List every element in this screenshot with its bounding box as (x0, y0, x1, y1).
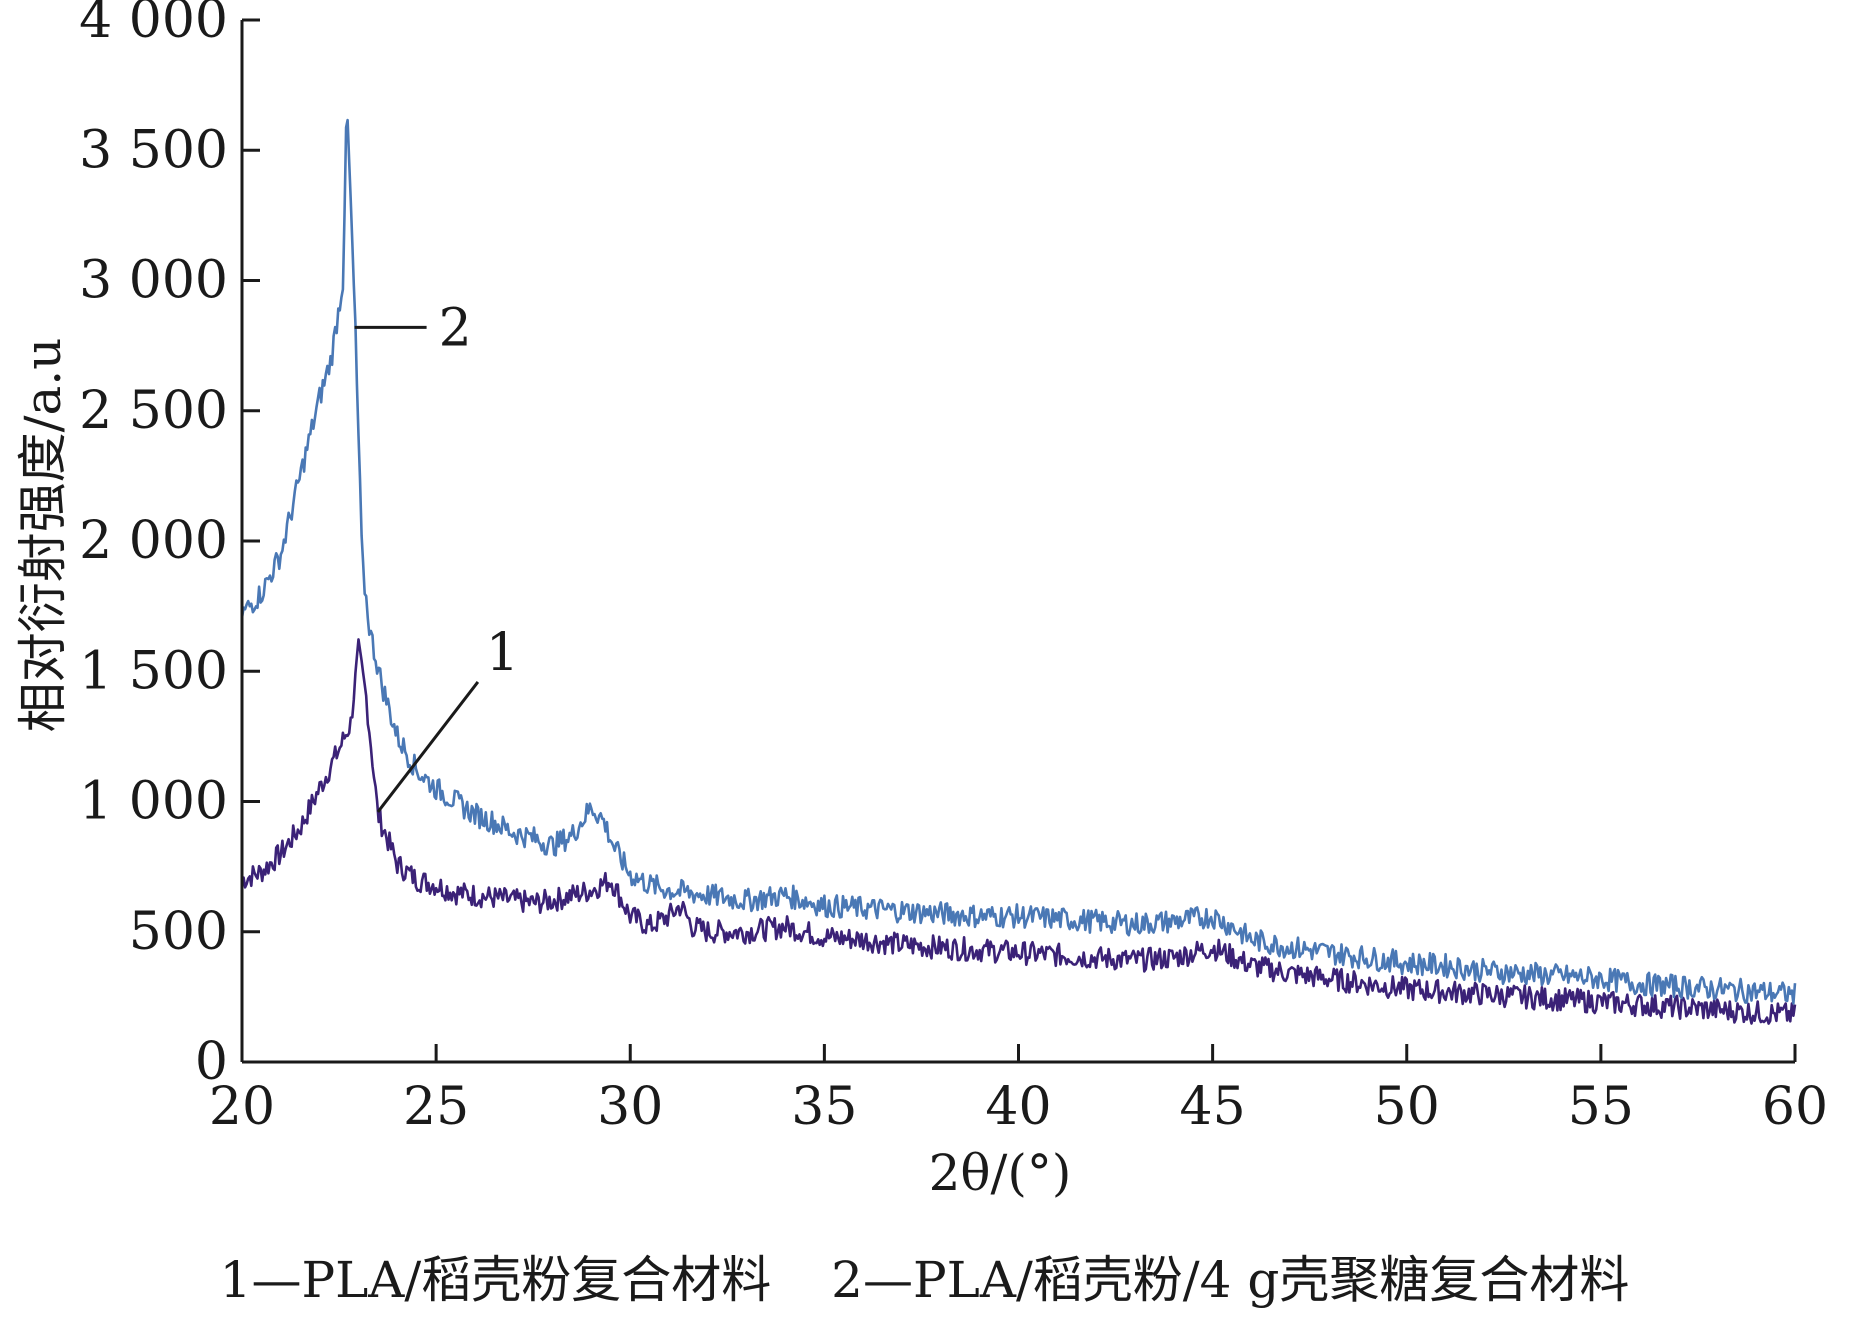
x-tick-label: 20 (209, 1077, 275, 1137)
y-tick-label: 3 500 (79, 120, 228, 180)
axes (240, 18, 1797, 1064)
callout-1-label: 1 (486, 623, 519, 683)
x-tick-label: 40 (985, 1077, 1051, 1137)
caption-series-1: 1—PLA/稻壳粉复合材料 (219, 1251, 772, 1309)
y-tick-label: 500 (129, 902, 228, 962)
series-callouts: 12 (354, 298, 519, 813)
tick-labels: 0 500 1 000 1 500 2 000 2 500 3 000 3 500 4 000 2… (79, 0, 1828, 1137)
x-tick-label: 55 (1568, 1077, 1634, 1137)
y-tick-label: 1 000 (79, 772, 228, 832)
y-tick-label: 4 000 (79, 0, 228, 50)
x-axis-title: 2θ/(°) (929, 1144, 1072, 1202)
x-tick-label: 60 (1762, 1077, 1828, 1137)
series-line-1 (240, 638, 1797, 1025)
series-line-2 (240, 118, 1797, 1005)
y-tick-label: 2 500 (79, 381, 228, 441)
series-layer (240, 118, 1797, 1025)
y-tick-label: 2 000 (79, 511, 228, 571)
caption-series-2: 2—PLA/稻壳粉/4 g壳聚糖复合材料 (831, 1251, 1630, 1309)
y-tick-label: 0 (195, 1032, 228, 1092)
y-tick-label: 3 000 (79, 251, 228, 311)
x-tick-label: 45 (1180, 1077, 1246, 1137)
x-tick-label: 35 (791, 1077, 857, 1137)
x-tick-label: 50 (1374, 1077, 1440, 1137)
y-tick-label: 1 500 (79, 641, 228, 701)
y-axis-title: 相对衍射强度/a.u (14, 338, 72, 733)
x-tick-label: 25 (403, 1077, 469, 1137)
callout-1-leader (376, 681, 480, 813)
callout-2-label: 2 (439, 298, 472, 358)
x-tick-label: 30 (597, 1077, 663, 1137)
figure-caption: 1—PLA/稻壳粉复合材料 2—PLA/稻壳粉/4 g壳聚糖复合材料 (0, 1240, 1849, 1312)
